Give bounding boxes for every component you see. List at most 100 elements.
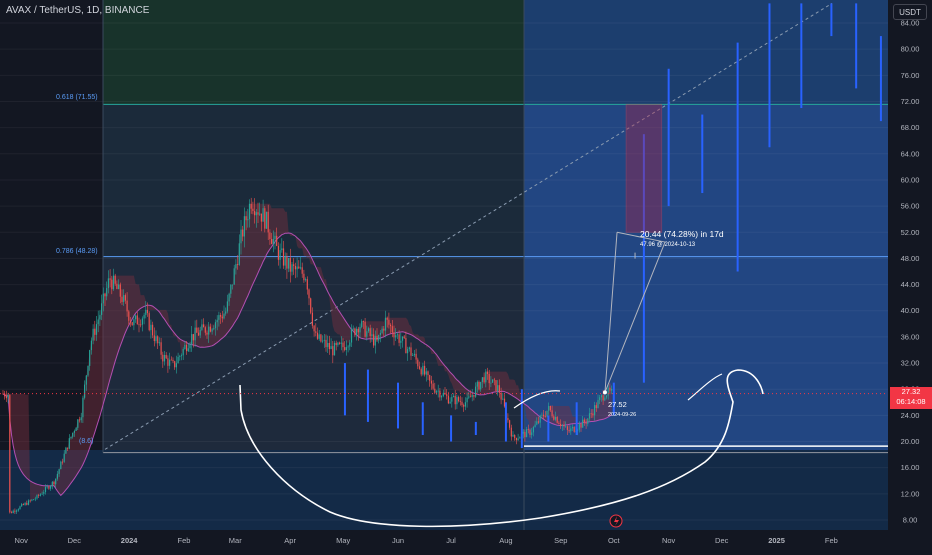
candle-body: [571, 426, 574, 429]
candle-body: [68, 438, 70, 449]
candle-body: [90, 340, 92, 351]
candle-body: [36, 495, 38, 499]
time-axis[interactable]: [0, 530, 888, 550]
currency-badge[interactable]: USDT: [893, 4, 927, 20]
price-tick-label: 12.00: [901, 489, 920, 498]
candle-body: [503, 398, 506, 407]
candle-body: [230, 284, 232, 294]
hand-drawn-arc[interactable]: [513, 390, 561, 409]
candle-body: [55, 478, 57, 485]
candle-body: [367, 328, 370, 332]
time-tick-label: Mar: [229, 536, 242, 545]
candle-body: [413, 353, 415, 356]
candle-body: [566, 426, 568, 430]
candle-body: [585, 422, 587, 424]
time-tick-label: Dec: [68, 536, 82, 545]
candle-body: [510, 427, 512, 437]
candle-body: [328, 342, 330, 350]
candle-body: [26, 502, 28, 505]
candle-body: [254, 211, 256, 216]
candle-body: [524, 431, 526, 438]
marker-dot[interactable]: [602, 390, 607, 395]
candle-body: [109, 278, 111, 280]
candle-body: [345, 347, 347, 351]
candle-body: [44, 487, 47, 493]
candle-body: [590, 413, 592, 415]
candle-body: [293, 264, 295, 267]
candle-body: [102, 293, 104, 304]
candle-body: [588, 413, 591, 419]
candle-body: [478, 381, 480, 390]
candle-body: [216, 319, 218, 323]
candle-body: [554, 417, 557, 420]
candle-body: [4, 393, 6, 397]
candle-body: [310, 298, 312, 313]
candle-body: [471, 395, 473, 398]
candle-body: [556, 417, 558, 423]
hand-drawn-swoop[interactable]: [687, 373, 723, 401]
dashed-trendline[interactable]: [104, 2, 833, 450]
candle-body: [529, 429, 531, 435]
price-tick-label: 64.00: [901, 149, 920, 158]
candle-body: [607, 387, 609, 396]
candle-body: [410, 347, 412, 356]
candle-body: [306, 279, 308, 290]
candle-body: [532, 427, 534, 433]
candle-body: [24, 502, 26, 505]
candle-body: [291, 264, 293, 272]
candle-body: [48, 486, 50, 489]
candle-body: [9, 394, 11, 513]
candle-body: [318, 334, 320, 339]
candle-body: [101, 303, 103, 315]
symbol-title[interactable]: AVAX / TetherUS, 1D, BINANCE: [6, 5, 150, 16]
candle-body: [458, 397, 460, 402]
candle-body: [65, 447, 67, 454]
candle-body: [497, 385, 499, 391]
candle-body: [568, 429, 570, 432]
candle-body: [155, 336, 157, 342]
candle-body: [502, 398, 504, 400]
candle-body: [592, 413, 594, 416]
projection-fan-lines[interactable]: [604, 231, 666, 393]
candle-body: [197, 332, 200, 336]
candle-body: [558, 422, 560, 425]
candle-body: [85, 375, 87, 385]
candle-body: [383, 328, 385, 331]
candle-body: [41, 493, 43, 495]
candle-body: [233, 268, 235, 285]
lightning-icon[interactable]: [609, 514, 623, 528]
price-tick-label: 60.00: [901, 175, 920, 184]
hand-drawn-cup-curve[interactable]: [239, 369, 764, 528]
candle-body: [143, 314, 145, 319]
candle-body: [182, 349, 184, 356]
candle-body: [252, 208, 254, 212]
candle-body: [262, 208, 264, 222]
candle-body: [514, 434, 516, 438]
candle-body: [63, 453, 65, 462]
fib-0618-label: 0.618 (71.55): [56, 94, 98, 101]
candle-body: [459, 401, 461, 402]
projection-bar: [830, 3, 833, 37]
candle-body: [408, 347, 410, 350]
projection-headline: 20.44 (74.28%) in 17d: [640, 229, 724, 239]
candle-body: [238, 243, 240, 265]
candle-body: [611, 389, 613, 391]
candle-body: [208, 326, 210, 335]
candle-body: [327, 342, 329, 348]
candle-body: [274, 235, 276, 239]
candle-body: [201, 324, 203, 330]
time-tick-label: 2025: [768, 536, 785, 545]
candle-body: [192, 334, 194, 341]
price-axis[interactable]: [888, 0, 932, 550]
candle-body: [5, 396, 7, 399]
projection-bar: [343, 363, 346, 416]
projection-target-box[interactable]: [625, 103, 663, 233]
candle-body: [22, 504, 24, 505]
candle-body: [298, 266, 300, 269]
candle-body: [123, 295, 125, 302]
zone-fib-0786-low: [103, 258, 524, 450]
candle-body: [179, 356, 181, 357]
candle-body: [191, 334, 193, 345]
